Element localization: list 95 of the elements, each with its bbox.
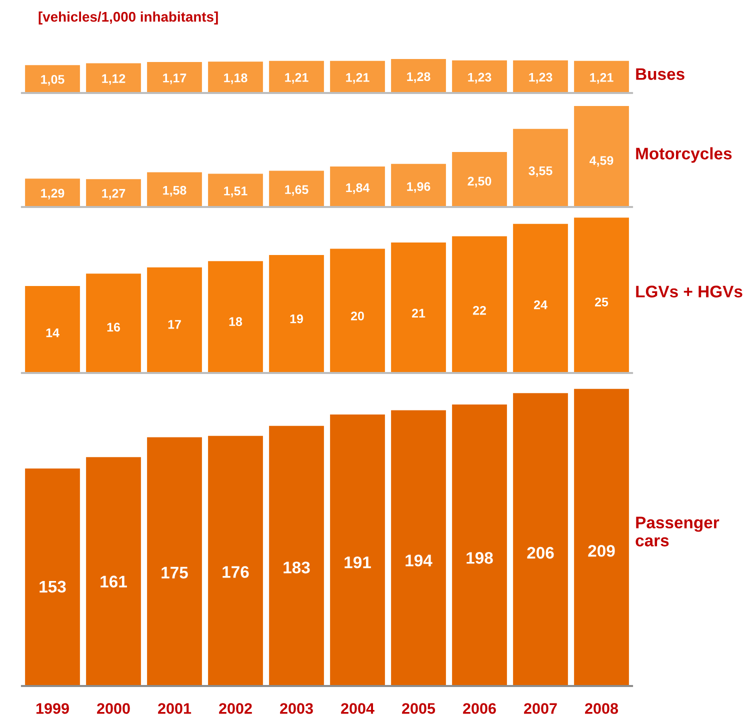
x-tick-label: 2000 — [97, 703, 130, 714]
data-label: 1,23 — [468, 72, 492, 84]
bar — [452, 152, 507, 207]
data-label: 198 — [466, 552, 493, 564]
bar — [269, 170, 324, 207]
data-label: 1,18 — [224, 73, 248, 84]
data-label: 21 — [412, 308, 426, 318]
data-label: 1,05 — [41, 74, 64, 86]
series-label: Motorcycles — [636, 147, 732, 163]
data-label: 1,12 — [102, 74, 126, 85]
bar — [330, 248, 385, 373]
data-label: 1,65 — [285, 185, 308, 196]
bar — [86, 63, 141, 93]
data-label: 1,27 — [102, 188, 126, 200]
data-label: 1,28 — [407, 72, 430, 83]
data-label: 206 — [527, 546, 554, 559]
bar — [86, 274, 141, 373]
bar — [208, 174, 263, 207]
bar — [574, 60, 629, 93]
x-tick-label: 2008 — [585, 703, 618, 714]
bar — [452, 404, 507, 686]
bar — [269, 60, 324, 93]
bar — [86, 179, 141, 207]
series-label: LGVs + HGVs — [636, 286, 742, 298]
series-label: Passenger cars — [636, 516, 720, 546]
data-label: 3,55 — [528, 166, 552, 178]
bar — [574, 106, 629, 207]
data-label: 175 — [162, 566, 188, 579]
data-label: 4,59 — [590, 156, 614, 167]
bar — [208, 62, 263, 93]
chart-title: [vehicles/1,000 inhabitants] — [38, 12, 218, 24]
bar — [513, 224, 568, 373]
bar — [147, 62, 202, 93]
bar — [86, 457, 141, 686]
data-label: 22 — [472, 306, 486, 315]
data-label: 1,29 — [41, 188, 64, 200]
data-label: 18 — [229, 317, 242, 326]
data-label: 153 — [40, 580, 66, 593]
bar — [25, 178, 80, 207]
bar — [513, 128, 568, 207]
bar — [330, 60, 385, 93]
x-tick-label: 2005 — [402, 703, 436, 714]
bar — [147, 172, 202, 207]
data-label: 1,21 — [590, 73, 614, 84]
bar — [452, 60, 507, 93]
series-label: Buses — [636, 68, 684, 80]
data-label: 183 — [284, 562, 310, 574]
bar — [208, 261, 263, 373]
data-label: 19 — [290, 314, 303, 324]
bar — [25, 286, 80, 373]
bar — [452, 236, 507, 373]
bar — [330, 166, 385, 207]
data-label: 1,17 — [163, 74, 186, 84]
data-label: 194 — [406, 554, 432, 566]
data-label: 176 — [222, 566, 249, 578]
x-tick-label: 2001 — [158, 703, 192, 714]
data-label: 20 — [350, 312, 364, 320]
data-label: 209 — [588, 544, 615, 557]
bar — [208, 436, 263, 686]
data-label: 1,23 — [529, 72, 552, 84]
bar — [574, 388, 629, 686]
bar — [391, 59, 446, 93]
data-label: 24 — [534, 300, 548, 310]
bar — [513, 393, 568, 686]
bar — [25, 65, 80, 93]
bar — [391, 242, 446, 373]
bar — [391, 164, 446, 207]
data-label: 161 — [100, 576, 127, 588]
bar — [147, 267, 202, 373]
data-label: 191 — [344, 556, 371, 568]
bar — [269, 426, 324, 686]
x-tick-label: 2006 — [463, 703, 496, 714]
bar — [25, 468, 80, 686]
x-tick-label: 2007 — [524, 703, 557, 714]
data-label: 1,96 — [407, 182, 430, 193]
x-tick-label: 1999 — [36, 703, 69, 714]
bar — [330, 414, 385, 686]
bar — [147, 437, 202, 686]
data-label: 16 — [107, 322, 120, 332]
bar — [269, 254, 324, 373]
data-label: 1,84 — [346, 183, 370, 194]
data-label: 25 — [594, 298, 608, 306]
x-tick-label: 2004 — [341, 703, 374, 714]
bar — [391, 410, 446, 686]
bar — [513, 60, 568, 93]
data-label: 1,51 — [224, 186, 248, 198]
data-label: 17 — [168, 320, 181, 329]
data-label: 1,21 — [346, 73, 370, 84]
data-label: 1,58 — [163, 186, 186, 197]
bar — [574, 218, 629, 373]
x-tick-label: 2002 — [219, 703, 252, 714]
x-tick-label: 2003 — [280, 703, 313, 714]
data-label: 2,50 — [468, 176, 492, 188]
data-label: 1,21 — [285, 73, 308, 84]
data-label: 14 — [46, 328, 60, 338]
